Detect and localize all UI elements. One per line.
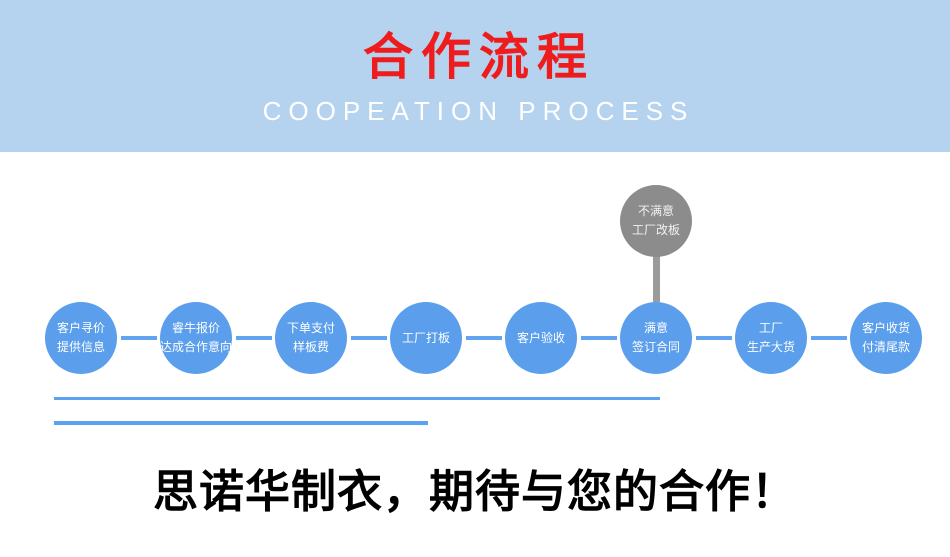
flow-step-5: 客户验收	[505, 302, 577, 374]
flow-step-8-line-2: 付清尾款	[861, 340, 910, 354]
flow-step-2-line-1: 睿牛报价	[171, 321, 220, 335]
flow-step-7-line-2: 生产大货	[746, 340, 795, 354]
flow-connector-7	[810, 336, 847, 340]
flow-step-6: 满意 签订合同	[620, 302, 692, 374]
decorative-underline-short	[54, 421, 428, 425]
flow-node-reject: 不满意 工厂改板	[620, 185, 692, 257]
flow-node-reject-line-1: 不满意	[637, 204, 674, 218]
flow-step-8: 客户收货 付清尾款	[850, 302, 922, 374]
flow-step-7: 工厂 生产大货	[735, 302, 807, 374]
flow-node-reject-line-2: 工厂改板	[631, 223, 680, 237]
flow-row: 客户寻价 提供信息 睿牛报价 达成合作意向 下单支付 样板费 工厂打板 客户验收…	[45, 302, 922, 374]
flow-connector-2	[235, 336, 272, 340]
flow-step-1-line-1: 客户寻价	[56, 321, 105, 335]
footer-slogan: 思诺华制衣，期待与您的合作！	[152, 467, 797, 517]
banner: 合作流程 COOPEATION PROCESS	[0, 0, 950, 152]
flow-connector-3	[350, 336, 387, 340]
flow-step-2-line-2: 达成合作意向	[160, 340, 233, 354]
flow-step-4: 工厂打板	[390, 302, 462, 374]
reject-branch-connector	[653, 256, 660, 302]
flow-connector-4	[465, 336, 502, 340]
flow-connector-6	[695, 336, 732, 340]
flow-step-5-line-1: 客户验收	[516, 330, 565, 345]
flow-step-8-line-1: 客户收货	[861, 321, 910, 335]
banner-subtitle: COOPEATION PROCESS	[262, 96, 695, 126]
flow-step-1: 客户寻价 提供信息	[45, 302, 117, 374]
flow-step-3-line-1: 下单支付	[286, 321, 335, 335]
flow-connector-5	[580, 336, 617, 340]
flow-step-3-line-2: 样板费	[292, 340, 329, 354]
flow-step-3: 下单支付 样板费	[275, 302, 347, 374]
flow-step-6-line-1: 满意	[643, 321, 668, 335]
flow-connector-1	[120, 336, 157, 340]
flow-step-7-line-1: 工厂	[758, 321, 783, 335]
decorative-underline-long	[54, 397, 660, 400]
flow-step-1-line-2: 提供信息	[56, 340, 105, 354]
banner-title: 合作流程	[363, 29, 595, 85]
flow-step-4-line-1: 工厂打板	[401, 330, 450, 345]
flow-step-6-line-2: 签订合同	[631, 340, 680, 354]
flow-step-2: 睿牛报价 达成合作意向	[160, 302, 232, 374]
